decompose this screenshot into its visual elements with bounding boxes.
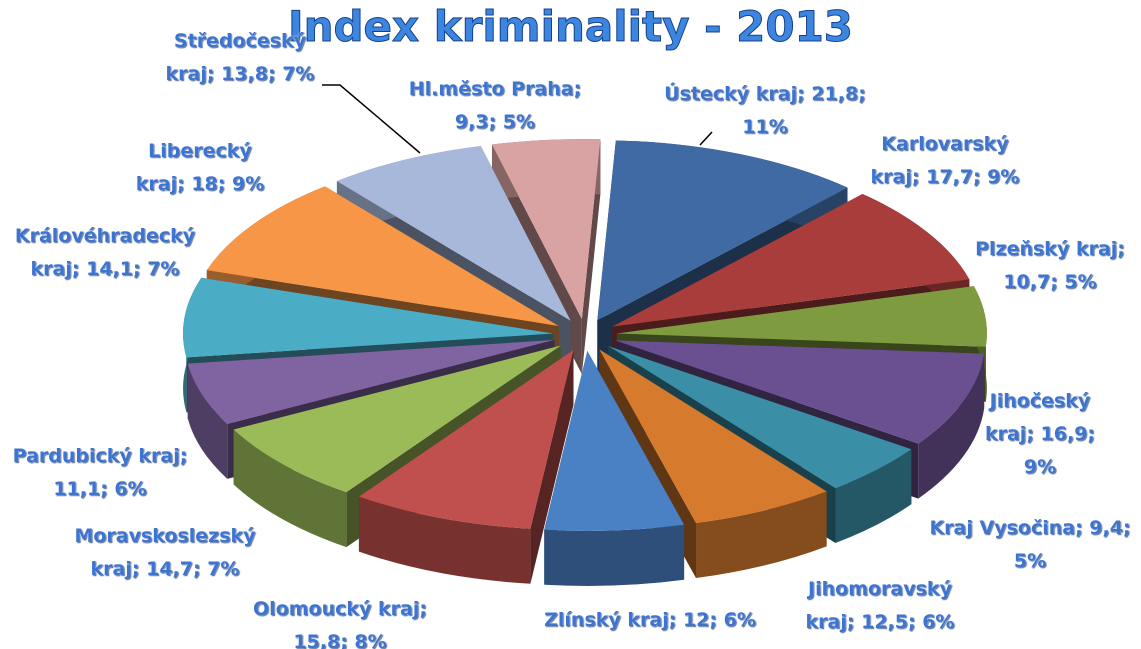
slice-wall — [835, 449, 912, 544]
slice-wall — [358, 496, 531, 584]
chart-title: Index kriminality - 2013 — [287, 2, 854, 52]
slice-side — [581, 139, 601, 375]
data-label: Karlovarský kraj; 17,7; 9% — [870, 133, 1020, 188]
slice — [616, 286, 987, 347]
slice — [544, 350, 685, 531]
slice-wall — [544, 524, 685, 586]
data-label: Středočeský kraj; 13,8; 7% — [165, 30, 315, 85]
leader-line — [699, 131, 713, 146]
data-label: Zlínský kraj; 12; 6% — [544, 609, 756, 631]
data-label: Olomoucký kraj; 15,8; 8% — [253, 598, 427, 649]
slice — [599, 349, 827, 524]
slice — [336, 146, 571, 321]
data-label: Hl.město Praha; 9,3; 5% — [408, 78, 582, 133]
slice — [206, 186, 559, 326]
slice-wall — [918, 353, 985, 499]
data-label: Moravskoslezský kraj; 14,7; 7% — [74, 525, 256, 580]
slice-wall — [233, 429, 347, 548]
slice — [597, 140, 848, 321]
data-label: Jihomoravský kraj; 12,5; 6% — [805, 578, 955, 633]
slice — [183, 277, 554, 358]
slice — [187, 339, 555, 424]
slice — [233, 345, 561, 493]
data-label: Kraj Vysočina; 9,4; 5% — [929, 517, 1131, 572]
slice-wall — [696, 491, 827, 579]
slice — [612, 194, 970, 327]
slice — [615, 340, 985, 444]
data-label: Královéhradecký kraj; 14,1; 7% — [14, 225, 196, 280]
slice — [358, 349, 574, 529]
data-label: Ústecký kraj; 21,8; 11% — [664, 83, 866, 138]
slice — [491, 139, 601, 320]
data-label: Liberecký kraj; 18; 9% — [135, 140, 265, 195]
data-label: Pardubický kraj; 11,1; 6% — [12, 445, 188, 500]
data-label: Plzeňský kraj; 10,7; 5% — [975, 238, 1125, 293]
slice-wall — [187, 363, 228, 479]
leader-line — [322, 84, 421, 154]
data-label: Jihočeský kraj; 16,9; 9% — [984, 390, 1096, 478]
slice — [608, 346, 912, 489]
